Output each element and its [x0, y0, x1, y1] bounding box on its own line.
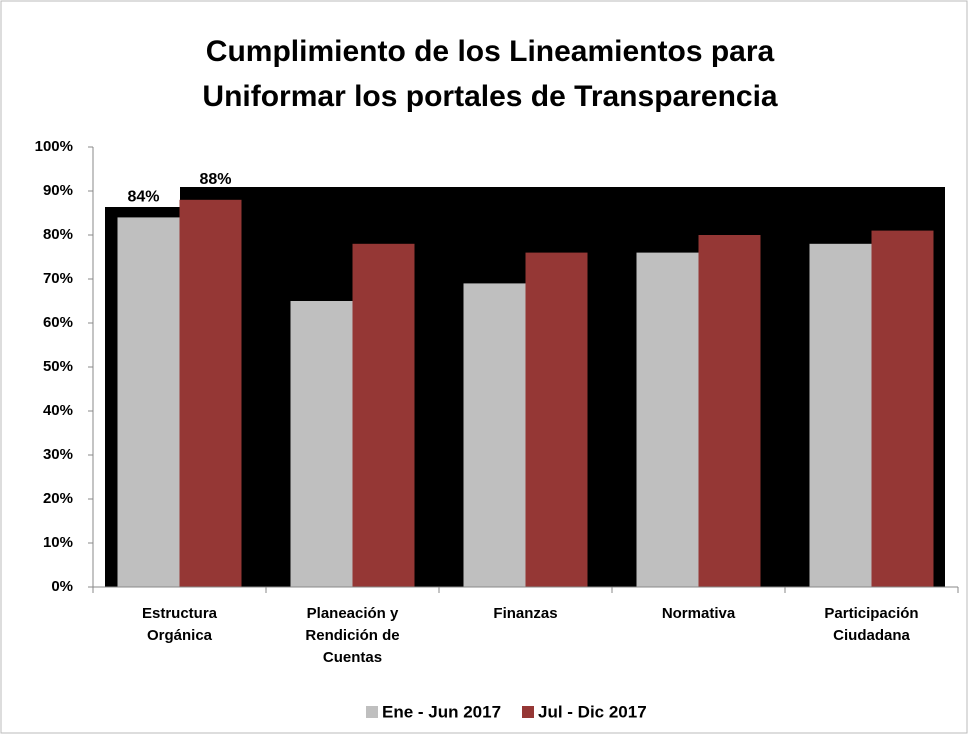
- x-tick-label: Finanzas: [493, 605, 558, 622]
- bar: [871, 230, 934, 587]
- y-tick-label: 30%: [43, 446, 73, 463]
- legend-swatch: [522, 706, 534, 718]
- bar: [636, 252, 699, 587]
- y-tick-label: 100%: [35, 138, 73, 155]
- y-tick-label: 10%: [43, 534, 73, 551]
- bar: [809, 243, 872, 588]
- bar: [290, 301, 353, 587]
- legend-label: Ene - Jun 2017: [382, 702, 501, 721]
- legend-swatch: [366, 706, 378, 718]
- y-tick-label: 0%: [51, 578, 73, 595]
- x-tick-label: Planeación y Rendición de Cuentas: [305, 605, 400, 666]
- y-tick-label: 20%: [43, 490, 73, 507]
- y-tick-label: 80%: [43, 226, 73, 243]
- chart-title: Cumplimiento de los Lineamientos para: [206, 35, 775, 68]
- y-tick-label: 70%: [43, 270, 73, 287]
- bar: [117, 217, 180, 587]
- y-tick-label: 60%: [43, 314, 73, 331]
- y-tick-label: 90%: [43, 182, 73, 199]
- bar: [352, 243, 415, 588]
- x-tick-label: Participación Ciudadana: [824, 605, 919, 644]
- y-tick-label: 40%: [43, 402, 73, 419]
- bar: [463, 283, 526, 587]
- x-tick-label: Normativa: [661, 605, 736, 622]
- data-label: 88%: [199, 171, 231, 188]
- y-tick-label: 50%: [43, 358, 73, 375]
- chart-title: Uniformar los portales de Transparencia: [202, 80, 778, 113]
- x-tick-label: Estructura Orgánica: [141, 605, 218, 644]
- bar: [179, 199, 242, 588]
- bar: [525, 252, 588, 587]
- legend-label: Jul - Dic 2017: [538, 702, 647, 721]
- bar: [698, 235, 761, 587]
- data-label: 84%: [127, 189, 159, 206]
